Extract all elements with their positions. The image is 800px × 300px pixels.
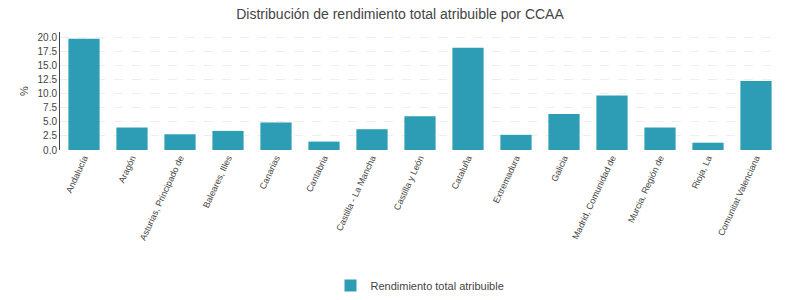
svg-text:12.5: 12.5 [38, 74, 58, 85]
svg-text:Rendimiento total atribuible: Rendimiento total atribuible [371, 280, 504, 292]
svg-text:Cantabria: Cantabria [304, 154, 330, 194]
svg-text:Galicia: Galicia [549, 154, 570, 183]
svg-text:0.0: 0.0 [43, 145, 57, 156]
svg-text:Extremadura: Extremadura [491, 154, 522, 205]
svg-text:5.0: 5.0 [43, 116, 57, 127]
svg-text:7.5: 7.5 [43, 102, 57, 113]
svg-text:%: % [18, 86, 30, 96]
svg-text:Rioja, La: Rioja, La [690, 154, 714, 190]
svg-text:20.0: 20.0 [38, 32, 58, 43]
svg-text:Murcia, Región de: Murcia, Región de [626, 154, 666, 224]
svg-text:2.5: 2.5 [43, 130, 57, 141]
svg-text:17.5: 17.5 [38, 46, 58, 57]
svg-text:Comunitat Valenciana: Comunitat Valenciana [716, 154, 762, 237]
svg-text:Andalucía: Andalucía [64, 154, 90, 195]
svg-text:10.0: 10.0 [38, 88, 58, 99]
svg-text:Canarias: Canarias [258, 154, 282, 191]
svg-text:Aragón: Aragón [117, 154, 138, 185]
svg-text:Cataluña: Cataluña [450, 154, 474, 191]
svg-text:15.0: 15.0 [38, 60, 58, 71]
svg-text:Castilla y León: Castilla y León [392, 154, 426, 212]
svg-text:Asturias, Principado de: Asturias, Principado de [138, 154, 186, 242]
svg-text:Baleares, Illes: Baleares, Illes [201, 154, 234, 210]
svg-text:Madrid, Comunidad de: Madrid, Comunidad de [570, 154, 618, 241]
svg-text:Distribución de rendimiento to: Distribución de rendimiento total atribu… [236, 6, 564, 22]
svg-text:Castilla - La Mancha: Castilla - La Mancha [334, 154, 378, 233]
